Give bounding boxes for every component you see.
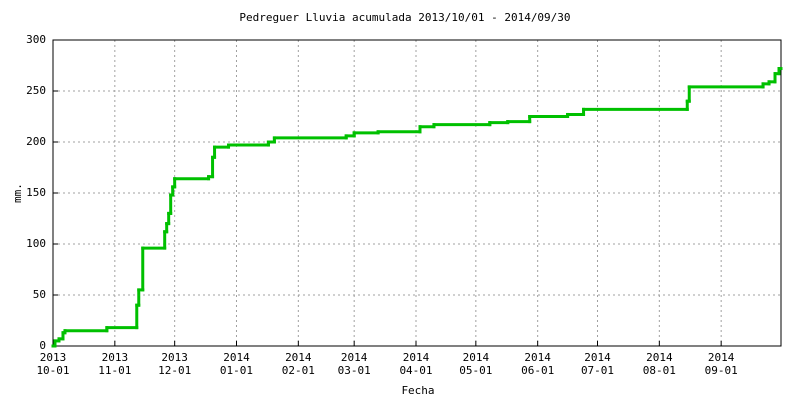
x-tick-label: 2014 (584, 351, 611, 364)
x-tick-label: 2014 (524, 351, 551, 364)
x-tick-label: 2014 (403, 351, 430, 364)
y-tick-label: 150 (26, 186, 46, 199)
y-tick-label: 250 (26, 84, 46, 97)
plot-border (52, 39, 782, 347)
x-tick-label: 01-01 (220, 364, 253, 377)
x-tick-label: 09-01 (705, 364, 738, 377)
x-tick-label: 2013 (102, 351, 129, 364)
x-tick-label: 11-01 (98, 364, 131, 377)
y-tick-label: 0 (39, 339, 46, 352)
y-axis-label: mm. (11, 183, 24, 203)
x-tick-label: 2014 (646, 351, 673, 364)
x-tick-label: 2013 (161, 351, 188, 364)
x-tick-label: 2014 (223, 351, 250, 364)
x-tick-label: 05-01 (459, 364, 492, 377)
x-tick-label: 2013 (40, 351, 67, 364)
chart-title: Pedreguer Lluvia acumulada 2013/10/01 - … (239, 11, 570, 24)
x-tick-label: 2014 (341, 351, 368, 364)
y-tick-label: 100 (26, 237, 46, 250)
x-tick-label: 2014 (708, 351, 735, 364)
x-tick-label: 08-01 (643, 364, 676, 377)
x-tick-label: 07-01 (581, 364, 614, 377)
x-tick-label: 02-01 (282, 364, 315, 377)
x-tick-label: 12-01 (158, 364, 191, 377)
x-tick-label: 2014 (285, 351, 312, 364)
x-tick-label: 03-01 (338, 364, 371, 377)
x-axis-label: Fecha (401, 384, 434, 397)
x-tick-label: 04-01 (399, 364, 432, 377)
y-tick-label: 50 (33, 288, 46, 301)
x-tick-label: 06-01 (521, 364, 554, 377)
x-tick-label: 10-01 (36, 364, 69, 377)
y-tick-label: 300 (26, 33, 46, 46)
y-tick-label: 200 (26, 135, 46, 148)
x-tick-label: 2014 (463, 351, 490, 364)
